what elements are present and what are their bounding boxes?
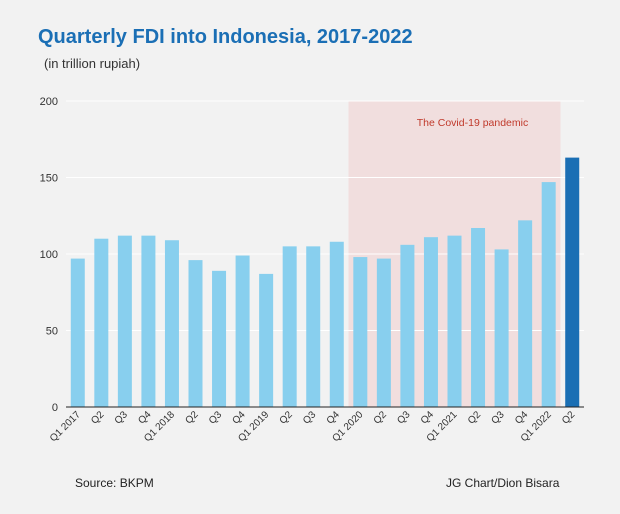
- x-tick-label: Q2: [466, 409, 484, 427]
- y-tick-label: 100: [40, 249, 58, 261]
- bar: [282, 246, 297, 407]
- y-tick-label: 200: [40, 96, 58, 108]
- y-tick-label: 150: [40, 173, 58, 185]
- x-tick-label: Q2: [278, 409, 296, 427]
- credit-note: JG Chart/Dion Bisara: [446, 476, 560, 490]
- x-tick-label: Q4: [136, 409, 154, 427]
- bar: [141, 235, 156, 407]
- chart-subtitle: (in trillion rupiah): [44, 56, 141, 71]
- bar: [94, 238, 109, 407]
- x-tick-label: Q3: [207, 409, 225, 427]
- bar: [423, 237, 438, 407]
- x-tick-label: Q3: [301, 409, 319, 427]
- x-tick-label: Q4: [230, 409, 248, 427]
- chart-title: Quarterly FDI into Indonesia, 2017-2022: [38, 26, 413, 48]
- x-tick-label: Q4: [325, 409, 343, 427]
- bar: [329, 241, 344, 407]
- source-note: Source: BKPM: [75, 476, 154, 490]
- x-tick-label: Q3: [113, 409, 131, 427]
- bar: [117, 235, 132, 407]
- bar: [212, 270, 227, 407]
- bar: [259, 273, 274, 407]
- bar: [494, 249, 509, 407]
- y-tick-label: 50: [46, 326, 58, 338]
- bar: [565, 157, 580, 407]
- bar: [235, 255, 250, 407]
- x-tick-label: Q4: [419, 409, 437, 427]
- bar: [400, 244, 415, 407]
- bar: [541, 182, 556, 407]
- bar: [164, 240, 179, 407]
- bar: [518, 220, 533, 407]
- bar: [70, 258, 85, 407]
- bar: [188, 260, 203, 407]
- bar: [376, 258, 391, 407]
- x-tick-label: Q1 2017: [48, 409, 83, 444]
- x-tick-label: Q2: [372, 409, 390, 427]
- x-tick-label: Q2: [183, 409, 201, 427]
- x-tick-label: Q3: [489, 409, 507, 427]
- bar: [306, 246, 321, 407]
- bar: [471, 227, 486, 407]
- covid-annotation: The Covid-19 pandemic: [417, 117, 528, 129]
- x-tick-label: Q2: [89, 409, 107, 427]
- x-tick-label: Q4: [513, 409, 531, 427]
- x-tick-label: Q3: [395, 409, 413, 427]
- x-tick-label: Q2: [560, 409, 578, 427]
- bar: [353, 257, 368, 407]
- bar: [447, 235, 462, 407]
- y-tick-label: 0: [52, 402, 58, 414]
